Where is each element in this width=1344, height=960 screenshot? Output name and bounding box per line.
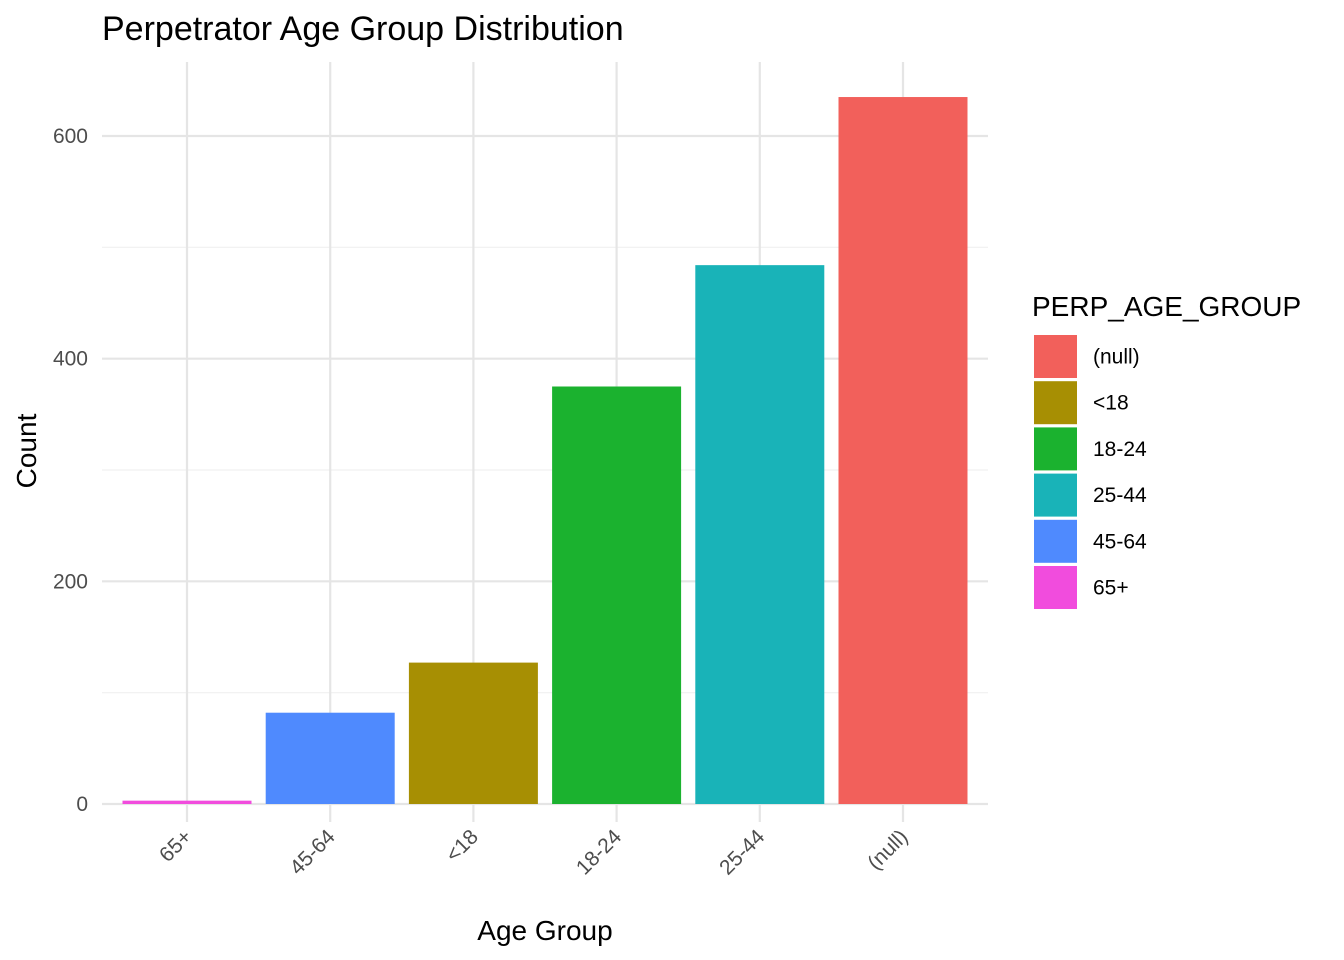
legend-key: [1034, 473, 1077, 517]
x-tick-label: 65+: [155, 825, 196, 866]
x-tick-label: 25-44: [715, 825, 769, 879]
legend-label: 25-44: [1093, 484, 1147, 507]
x-tick-label: 45-64: [285, 825, 339, 879]
y-tick-label: 600: [53, 125, 88, 148]
y-axis-ticks: 0 200 400 600: [53, 125, 88, 816]
legend: PERP_AGE_GROUP (null) <18 18-24 25-44 45-64 6…: [1032, 291, 1301, 609]
bar: [122, 800, 252, 804]
chart-title: Perpetrator Age Group Distribution: [102, 10, 624, 48]
y-tick-label: 0: [76, 793, 88, 816]
legend-items: (null) <18 18-24 25-44 45-64 65+: [1034, 335, 1147, 609]
bar: [408, 662, 538, 804]
x-axis-ticks: 65+ 45-64 <18 18-24 25-44 (null): [155, 825, 912, 879]
y-tick-label: 200: [53, 570, 88, 593]
y-tick-label: 400: [53, 348, 88, 371]
legend-label: <18: [1093, 392, 1129, 415]
legend-key: [1034, 519, 1077, 563]
legend-key: [1034, 566, 1077, 609]
bars: [122, 97, 968, 805]
x-axis-title: Age Group: [477, 915, 612, 946]
x-tick-label: <18: [441, 825, 482, 866]
x-tick-label: 18-24: [572, 825, 626, 879]
legend-key: [1034, 427, 1077, 471]
bar: [695, 265, 825, 804]
legend-label: 65+: [1093, 577, 1129, 600]
bar: [838, 97, 968, 805]
y-axis-title: Count: [11, 413, 42, 488]
legend-label: (null): [1093, 346, 1140, 369]
legend-title: PERP_AGE_GROUP: [1032, 291, 1301, 322]
bar: [265, 712, 395, 804]
x-tick-label: (null): [863, 825, 912, 874]
legend-label: 18-24: [1093, 438, 1147, 461]
legend-label: 45-64: [1093, 530, 1147, 553]
bar: [552, 386, 682, 804]
legend-key: [1034, 381, 1077, 425]
legend-key: [1034, 335, 1077, 378]
